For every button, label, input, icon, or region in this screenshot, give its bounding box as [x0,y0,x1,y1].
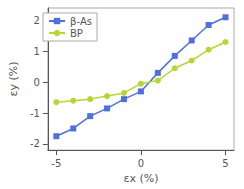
svg-text:-2: -2 [30,138,40,149]
svg-text:εy (%): εy (%) [7,62,20,97]
svg-text:BP: BP [70,28,83,39]
svg-text:1: 1 [33,46,39,57]
svg-text:-1: -1 [30,108,40,119]
svg-text:0: 0 [138,158,144,169]
svg-text:-5: -5 [51,158,61,169]
svg-text:2: 2 [33,15,39,26]
svg-text:εx (%): εx (%) [123,172,158,185]
svg-text:β-As: β-As [70,16,92,27]
svg-text:5: 5 [222,158,228,169]
svg-text:0: 0 [33,77,39,88]
